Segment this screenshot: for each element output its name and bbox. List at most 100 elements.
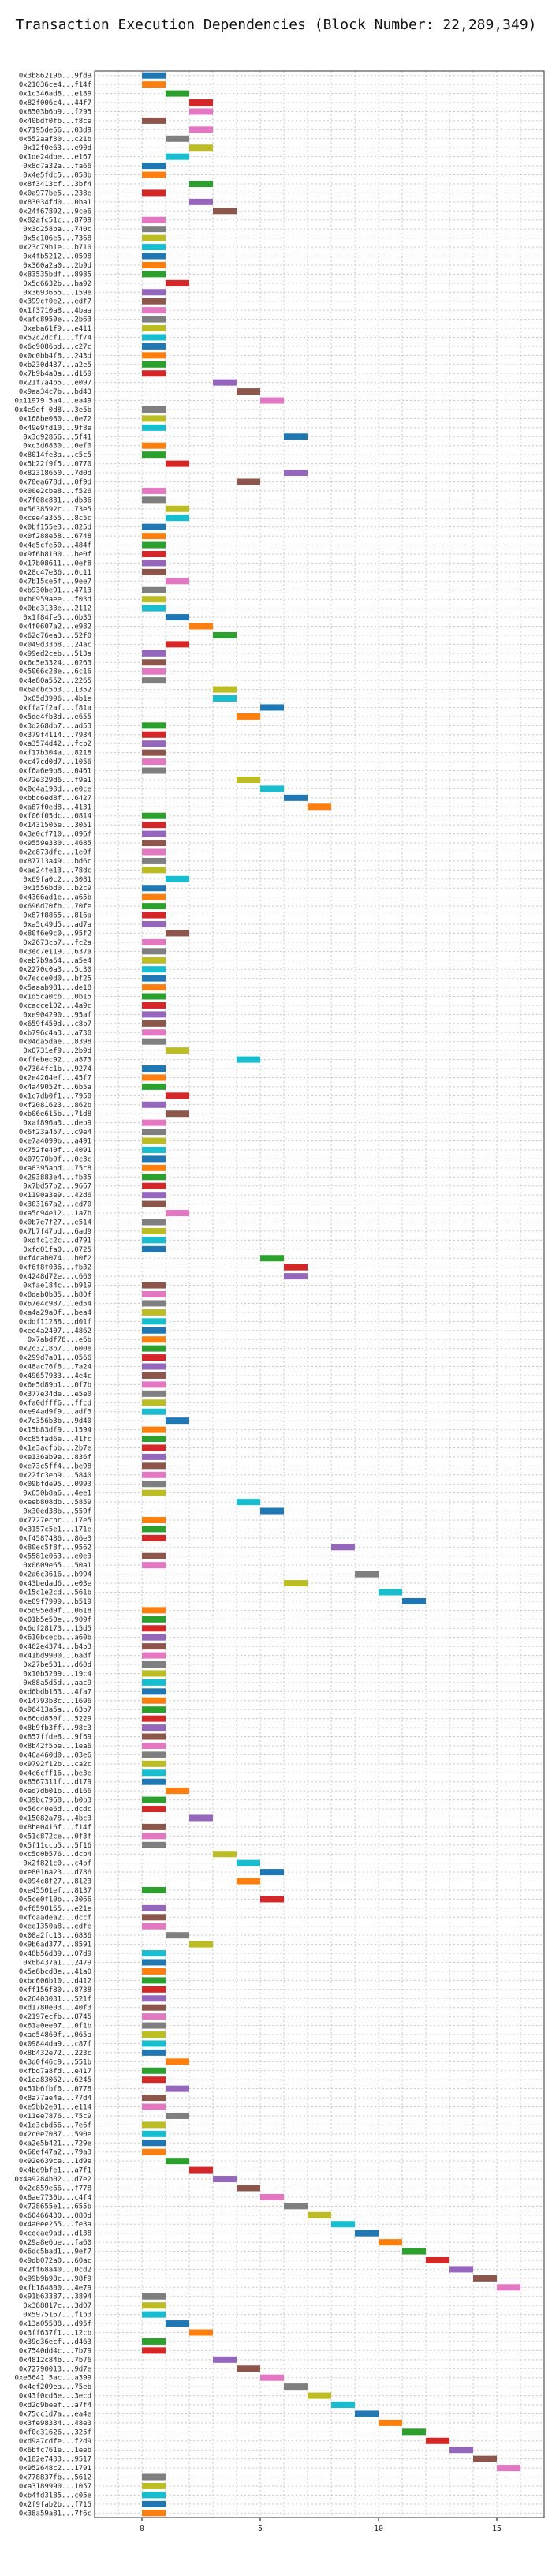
dependency-bar (166, 875, 189, 882)
dependency-bar (142, 1318, 166, 1325)
y-tick-label: 0xb4fd3185...c05e (19, 2492, 91, 2499)
y-tick-label: 0xe45501ef...8137 (19, 1887, 91, 1895)
y-tick-label: 0x462e4374...b4b3 (19, 1643, 91, 1651)
dependency-bar (189, 198, 213, 205)
dependency-bar (142, 1904, 166, 1911)
dependency-bar (142, 325, 166, 332)
y-tick-label: 0xed7db01b...d166 (19, 1788, 91, 1795)
y-tick-label: 0x15b83df9...1594 (19, 1427, 91, 1435)
dependency-bar (142, 1796, 166, 1803)
dependency-bar (308, 2211, 331, 2218)
y-tick-label: 0xeeb808db...5859 (19, 1499, 91, 1507)
dependency-bar (142, 2473, 166, 2481)
y-tick-label: 0x00e2cbe8...f526 (19, 488, 91, 496)
y-tick-label: 0xbbc6ed8f...6427 (19, 795, 91, 803)
y-tick-label: 0x66dd850f...5229 (19, 1716, 91, 1724)
y-tick-label: 0x5d6632b...ba92 (23, 280, 91, 288)
dependency-bar (189, 1814, 213, 1822)
dependency-bar (237, 713, 260, 720)
dependency-bar (260, 1896, 284, 1903)
dependency-bar (142, 1552, 166, 1559)
dependency-bar (166, 1932, 189, 1939)
dependency-bar (166, 1092, 189, 1099)
y-tick-label: 0x1f3710a8...4baa (19, 307, 91, 315)
y-tick-label: 0xff156f80...8738 (19, 1986, 91, 1994)
y-tick-label: 0x4e5cfe50...484f (19, 542, 91, 550)
dependency-bar (142, 1345, 166, 1352)
dependency-bar (213, 379, 237, 386)
dependency-bar (213, 208, 237, 215)
y-tick-label: 0x7bd57b2...9667 (23, 1183, 91, 1191)
dependency-bar (142, 758, 166, 766)
y-tick-label: 0x3e0cf710...096f (19, 831, 91, 839)
y-tick-label: 0x049d33b8...24ac (19, 641, 91, 649)
y-tick-label: 0x1e3cbd56...7e6f (19, 2121, 91, 2129)
dependency-bar (142, 1733, 166, 1740)
dependency-bar (237, 388, 260, 395)
dependency-bar (142, 334, 166, 341)
dependency-bar (189, 623, 213, 630)
y-tick-label: 0x0be3133e...2112 (19, 605, 91, 613)
x-tick-label: 5 (258, 2525, 263, 2533)
y-tick-label: 0xd6bdb163...4fa7 (19, 1688, 91, 1696)
dependency-bar (142, 1489, 166, 1496)
y-tick-label: 0x2f821c0...c4bf (23, 1860, 91, 1868)
y-tick-label: 0x5e8bcd8e...41a0 (19, 1968, 91, 1976)
dependency-bar (166, 505, 189, 512)
dependency-bar (166, 2320, 189, 2327)
y-tick-label: 0x1190a3e9...42d6 (19, 1192, 91, 1200)
dependency-bar (142, 903, 166, 910)
dependency-bar (379, 2239, 402, 2246)
y-tick-label: 0x0f288e58...6748 (19, 533, 91, 541)
y-tick-label: 0x2f9fab2b...f715 (19, 2501, 91, 2509)
dependency-bar (142, 596, 166, 603)
y-tick-label: 0x14793b3c...1696 (19, 1698, 91, 1705)
dependency-bar (142, 1769, 166, 1777)
dependency-bar (142, 1823, 166, 1830)
y-tick-label: 0x80ec5f8f...9562 (19, 1544, 91, 1552)
dependency-bar (142, 81, 166, 88)
dependency-bar (142, 830, 166, 837)
y-tick-label: 0x96413a5a...63b7 (19, 1706, 91, 1714)
dependency-bar (142, 2067, 166, 2074)
y-tick-label: 0x91b63387...3894 (19, 2293, 91, 2301)
y-tick-label: 0x659f450d...c8b7 (19, 1020, 91, 1028)
dependency-bar (142, 1886, 166, 1893)
y-tick-label: 0xffa7f2af...f81a (19, 704, 91, 712)
y-tick-label: 0x60466430...080d (19, 2212, 91, 2220)
dependency-bar (189, 1941, 213, 1948)
dependency-bar (213, 631, 237, 638)
dependency-bar (166, 515, 189, 522)
y-tick-label: 0x4fb5212...0598 (23, 253, 91, 261)
dependency-bar (142, 1381, 166, 1388)
y-tick-label: 0x88a5d5d...aac9 (23, 1679, 91, 1687)
dependency-bar (142, 1950, 166, 1957)
dependency-bar (142, 840, 166, 847)
y-tick-label: 0x094c8f27...8123 (19, 1878, 91, 1886)
dependency-bar (189, 126, 213, 133)
dependency-bar (142, 189, 166, 197)
y-tick-label: 0x0bf155e3...825d (19, 524, 91, 532)
dependency-bar (142, 893, 166, 900)
dependency-bar (142, 1481, 166, 1488)
dependency-bar (142, 1841, 166, 1848)
dependency-bar (379, 1589, 402, 1596)
dependency-bar (142, 822, 166, 829)
y-tick-label: 0x9792f12b...ca2c (19, 1761, 91, 1769)
dependency-bar (331, 2221, 355, 2228)
y-tick-label: 0x6c9086bd...c27c (19, 343, 91, 351)
y-tick-label: 0x4c6cff16...be3e (19, 1769, 91, 1777)
dependency-bar (142, 1914, 166, 1921)
dependency-bar (284, 1580, 308, 1587)
y-tick-label: 0x5de4fb3d...e655 (19, 713, 91, 721)
dependency-bar (166, 1047, 189, 1054)
dependency-bar (142, 487, 166, 494)
y-tick-label: 0xf06f05dc...0814 (19, 813, 91, 821)
y-tick-label: 0xa5c49d5...ad7a (23, 921, 91, 929)
y-tick-label: 0xa3574d42...fcb2 (19, 740, 91, 748)
dependency-bar (142, 316, 166, 323)
y-tick-label: 0x8014fe3a...c5c5 (19, 451, 91, 459)
dependency-bar (402, 2428, 426, 2436)
dependency-bar (308, 803, 331, 811)
dependency-bar (142, 568, 166, 575)
